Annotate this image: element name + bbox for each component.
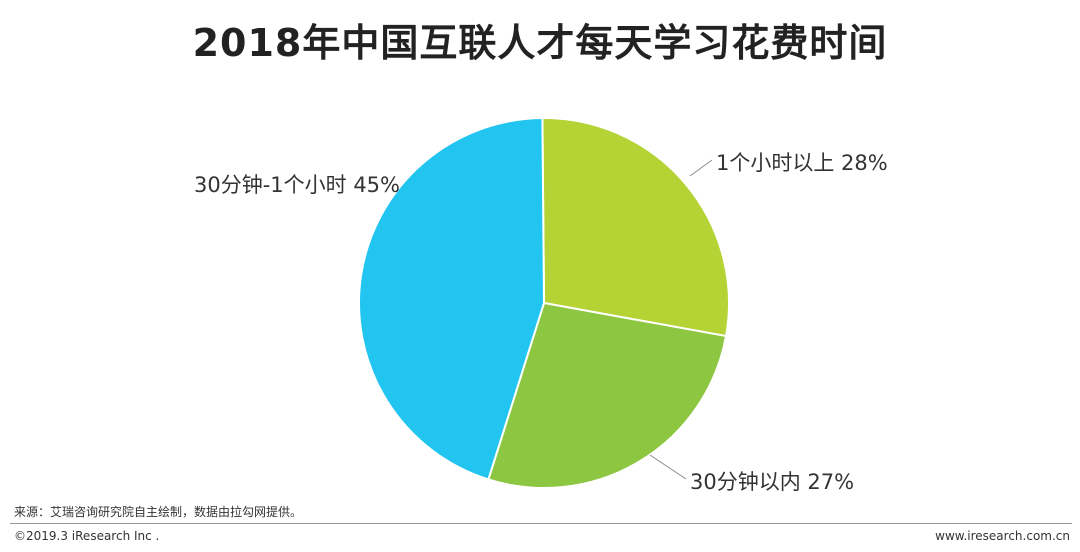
leader-line: [689, 159, 713, 177]
source-note: 来源：艾瑞咨询研究院自主绘制，数据由拉勾网提供。: [14, 505, 303, 519]
footer-divider: [10, 523, 1072, 524]
leader-line: [649, 454, 687, 480]
slice-label: 30分钟以内 27%: [690, 470, 854, 494]
chart-title: 2018年中国互联人才每天学习花费时间: [192, 21, 888, 65]
pie-slice: [541, 117, 730, 338]
website-text: www.iresearch.com.cn: [935, 529, 1070, 543]
pie-slices: [357, 116, 730, 489]
slice-label: 30分钟-1个小时 45%: [194, 173, 400, 197]
pie-slice: [357, 116, 546, 481]
slice-labels: 1个小时以上 28% 30分钟以内 27% 30分钟-1个小时 45%: [194, 151, 888, 494]
copyright-text: ©2019.3 iResearch Inc .: [14, 529, 160, 543]
pie-slice: [487, 301, 728, 489]
leader-lines: [649, 159, 713, 480]
slice-label: 1个小时以上 28%: [716, 151, 888, 175]
